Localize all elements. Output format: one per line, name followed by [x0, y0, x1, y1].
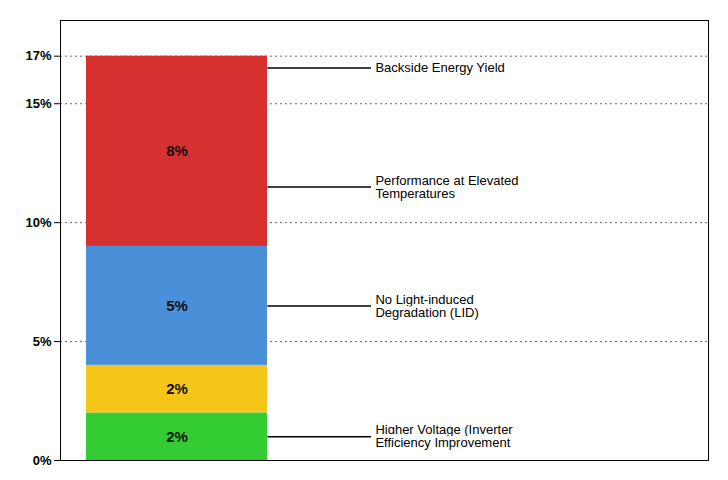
svg-text:2%: 2% — [166, 428, 188, 445]
svg-text:5%: 5% — [33, 334, 52, 349]
svg-text:2%: 2% — [166, 380, 188, 397]
svg-text:Higher Voltage (InverterEffici: Higher Voltage (InverterEfficiency Impro… — [375, 422, 513, 450]
svg-text:No Light-inducedDegradation (L: No Light-inducedDegradation (LID) — [375, 292, 478, 320]
svg-text:17%: 17% — [25, 48, 51, 63]
svg-text:10%: 10% — [25, 215, 51, 230]
svg-text:15%: 15% — [25, 96, 51, 111]
svg-text:8%: 8% — [166, 142, 188, 159]
svg-text:Performance at ElevatedTempera: Performance at ElevatedTemperatures — [375, 173, 518, 201]
svg-text:Backside Energy Yield: Backside Energy Yield — [375, 60, 504, 75]
svg-text:0%: 0% — [33, 453, 52, 468]
svg-text:5%: 5% — [166, 297, 188, 314]
